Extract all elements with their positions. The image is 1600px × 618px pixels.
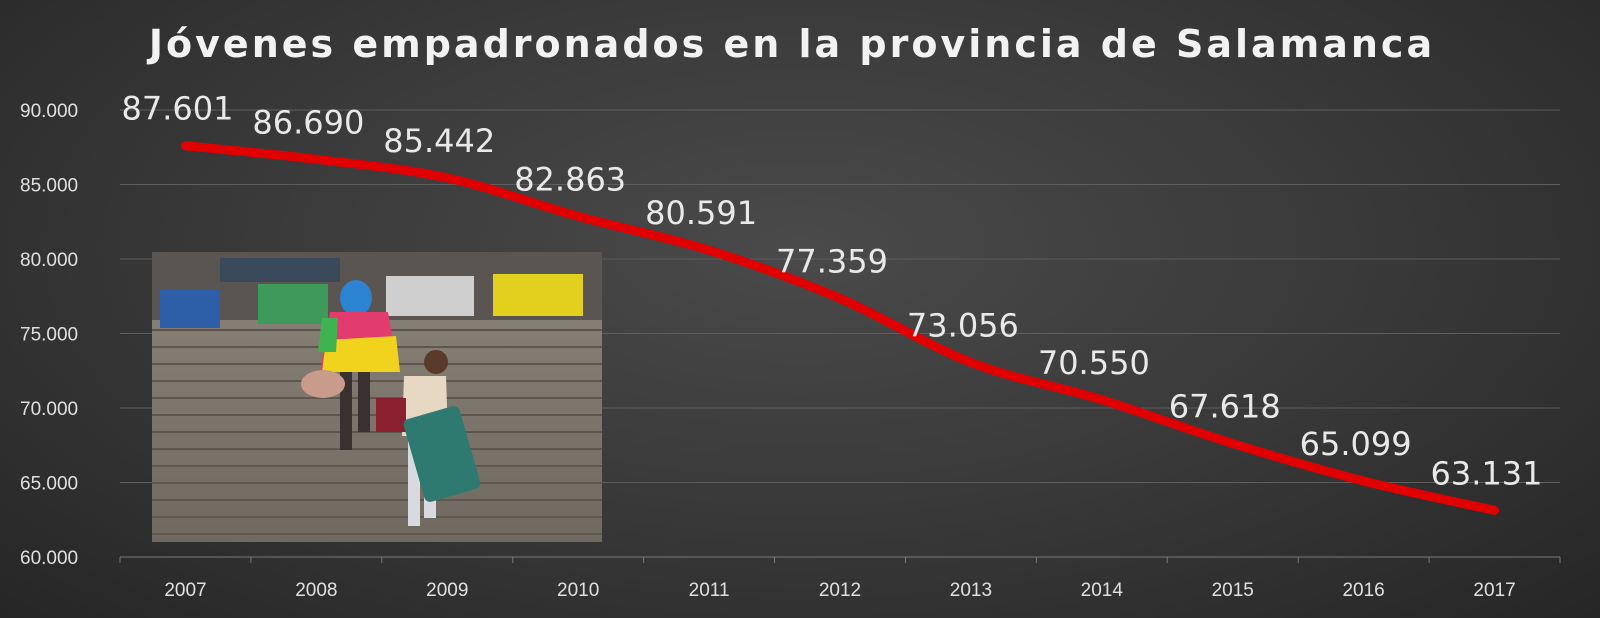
data-label: 65.099 [1300, 425, 1412, 463]
y-tick-label: 70.000 [20, 399, 78, 420]
series-line [180, 141, 1500, 515]
data-label: 73.056 [907, 306, 1019, 344]
y-tick-label: 80.000 [20, 250, 78, 271]
data-label: 80.591 [645, 194, 757, 232]
x-tick-label: 2008 [295, 580, 337, 601]
data-label: 70.550 [1038, 344, 1150, 382]
y-tick-label: 85.000 [20, 176, 78, 197]
y-tick-label: 60.000 [20, 548, 78, 569]
photo-young-people-stairs-luggage-icon [152, 252, 602, 542]
x-tick-label: 2014 [1081, 580, 1124, 601]
data-label: 77.359 [776, 242, 888, 280]
data-label: 87.601 [121, 90, 233, 128]
y-tick-label: 65.000 [20, 474, 78, 495]
y-tick-label: 90.000 [20, 101, 78, 122]
x-axis-tick-labels: 2007 2008 2009 2010 2011 2012 2013 2014 2015 2016… [164, 580, 1515, 601]
x-tick-label: 2015 [1212, 580, 1254, 601]
x-tick-label: 2017 [1473, 580, 1515, 601]
x-tick-label: 2007 [164, 580, 206, 601]
series-line-path [180, 141, 1500, 515]
x-tick-label: 2010 [557, 580, 599, 601]
chart-title: Jóvenes empadronados en la provincia de … [146, 22, 1435, 66]
x-tick-label: 2009 [426, 580, 468, 601]
data-label: 63.131 [1431, 454, 1543, 492]
data-label: 67.618 [1169, 387, 1281, 425]
person-rainbow-jacket [301, 280, 400, 450]
y-axis-tick-labels: 60.000 65.000 70.000 75.000 80.000 85.000 90.0… [20, 101, 78, 569]
x-tick-label: 2013 [950, 580, 992, 601]
person-with-suitcase [376, 350, 481, 526]
x-tick-label: 2012 [819, 580, 861, 601]
data-labels: 87.601 86.690 85.442 82.863 80.591 77.359 73.0… [121, 90, 1542, 493]
data-label: 86.690 [252, 103, 364, 141]
data-label: 85.442 [383, 122, 495, 160]
data-label: 82.863 [514, 160, 626, 198]
x-tick-label: 2016 [1342, 580, 1384, 601]
x-tick-label: 2011 [689, 580, 730, 601]
y-tick-label: 75.000 [20, 325, 78, 346]
